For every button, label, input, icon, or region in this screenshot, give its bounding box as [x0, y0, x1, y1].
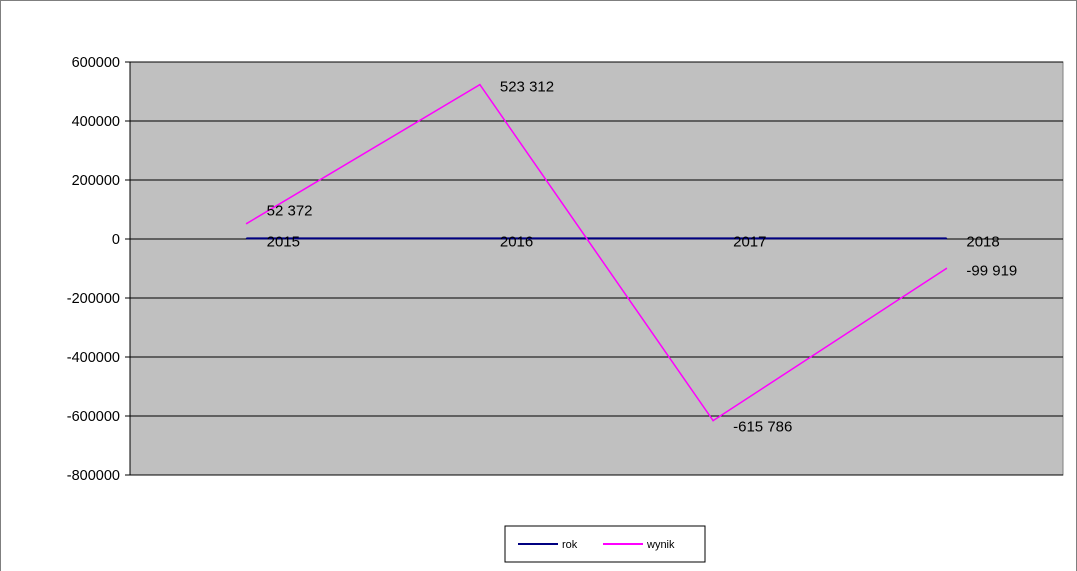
y-tick-label: 400000	[72, 114, 120, 130]
y-tick-label: -600000	[67, 409, 120, 425]
data-label-wynik: -615 786	[733, 419, 792, 436]
y-tick-label: 200000	[72, 173, 120, 189]
data-label-wynik: 52 372	[267, 203, 313, 220]
y-tick-label: -200000	[67, 291, 120, 307]
data-label-rok: 2015	[267, 233, 300, 250]
y-tick-label: -800000	[67, 468, 120, 484]
data-point-rok	[245, 237, 248, 240]
data-point-wynik	[712, 419, 714, 422]
data-label-rok: 2016	[500, 233, 533, 250]
data-label-wynik: -99 919	[966, 262, 1017, 279]
data-label-rok: 2017	[733, 233, 766, 250]
data-point-wynik	[245, 222, 248, 225]
data-label-wynik: 523 312	[500, 79, 554, 96]
data-point-rok	[945, 237, 948, 240]
legend-label-wynik: wynik	[646, 539, 675, 551]
data-point-wynik	[945, 267, 948, 270]
data-point-rok	[479, 237, 481, 240]
plot-background	[129, 61, 1064, 476]
y-tick-label: 600000	[72, 55, 120, 71]
data-point-wynik	[479, 83, 481, 86]
y-tick-label: -400000	[67, 350, 120, 366]
series-line-wynik	[246, 83, 947, 422]
data-label-rok: 2018	[966, 233, 999, 250]
data-point-rok	[712, 237, 714, 240]
legend-label-rok: rok	[562, 539, 578, 551]
y-tick-label: 0	[112, 232, 120, 248]
